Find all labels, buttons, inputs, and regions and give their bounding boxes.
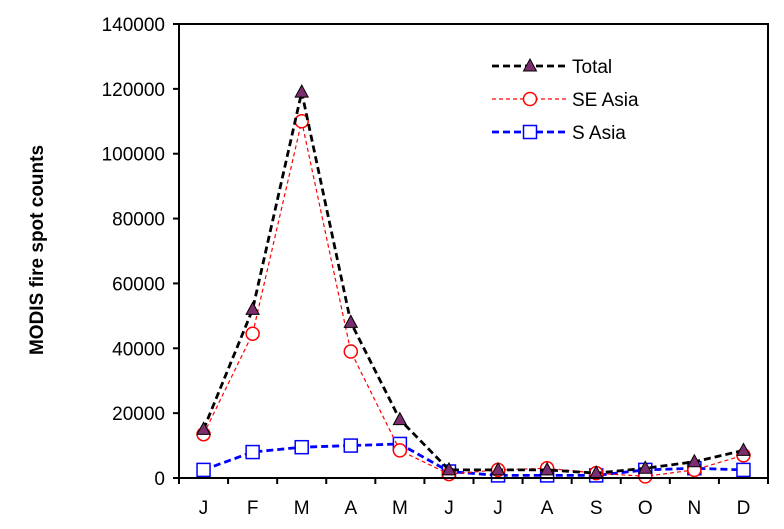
x-tick-label: M bbox=[392, 498, 408, 519]
data-point-se-asia bbox=[392, 443, 408, 458]
data-point-s-asia bbox=[736, 462, 751, 478]
x-tick-label: A bbox=[541, 498, 554, 519]
y-tick-label: 40000 bbox=[112, 339, 165, 360]
series-line-total bbox=[202, 91, 744, 475]
data-point-total bbox=[294, 84, 310, 98]
legend-marker bbox=[522, 91, 538, 107]
legend-item-total: Total bbox=[492, 57, 612, 78]
x-tick-label: F bbox=[247, 498, 259, 519]
y-tick-label: 60000 bbox=[112, 274, 165, 295]
data-point-total bbox=[687, 453, 702, 468]
data-point-se-asia bbox=[343, 344, 359, 359]
data-point-total bbox=[539, 461, 555, 476]
legend-marker bbox=[522, 57, 538, 72]
data-point-s-asia bbox=[245, 444, 260, 460]
series-total bbox=[196, 84, 751, 479]
legend-marker bbox=[522, 124, 538, 140]
x-tick-label: S bbox=[590, 498, 603, 519]
series-s-asia bbox=[196, 436, 751, 483]
data-point-s-asia bbox=[294, 439, 309, 455]
series-layer bbox=[196, 84, 751, 484]
y-tick-label: 0 bbox=[154, 469, 165, 490]
data-point-total bbox=[637, 460, 653, 474]
data-point-total bbox=[343, 314, 359, 328]
data-point-total bbox=[245, 301, 260, 315]
y-axis-ticks: 0 20000 40000 60000 80000 100000 120000 140000 bbox=[102, 15, 179, 490]
y-axis-title: MODIS fire spot counts bbox=[27, 145, 48, 355]
legend-label: Total bbox=[572, 57, 612, 78]
legend-label: SE Asia bbox=[572, 90, 639, 111]
data-point-s-asia bbox=[343, 438, 359, 453]
x-tick-label: M bbox=[294, 498, 310, 519]
data-point-total bbox=[196, 421, 211, 435]
x-tick-label: N bbox=[688, 498, 702, 519]
y-tick-label: 100000 bbox=[102, 145, 165, 166]
plot-frame bbox=[178, 23, 769, 479]
y-tick-label: 140000 bbox=[102, 15, 165, 36]
series-line-s-asia bbox=[203, 442, 744, 477]
data-point-se-asia bbox=[245, 326, 260, 341]
x-tick-label: J bbox=[199, 498, 209, 519]
x-tick-label: J bbox=[444, 498, 454, 519]
data-point-total bbox=[736, 442, 751, 456]
legend-item-se-asia: SE Asia bbox=[492, 90, 639, 111]
x-tick-label: A bbox=[344, 498, 357, 519]
data-point-s-asia bbox=[196, 462, 211, 478]
x-tick-label: O bbox=[638, 498, 653, 519]
legend-item-s-asia: S Asia bbox=[492, 123, 626, 144]
series-line-se-asia bbox=[203, 121, 744, 477]
y-tick-label: 80000 bbox=[112, 210, 165, 231]
y-tick-label: 120000 bbox=[102, 80, 165, 101]
series-se-asia bbox=[196, 114, 751, 484]
y-tick-label: 20000 bbox=[112, 404, 165, 425]
legend-label: S Asia bbox=[572, 123, 626, 144]
x-tick-label: J bbox=[493, 498, 503, 519]
data-point-total bbox=[441, 461, 457, 476]
legend: Total SE Asia S Asia bbox=[492, 57, 639, 144]
data-point-total bbox=[490, 461, 506, 476]
data-point-total bbox=[392, 411, 408, 426]
x-tick-label: D bbox=[737, 498, 751, 519]
